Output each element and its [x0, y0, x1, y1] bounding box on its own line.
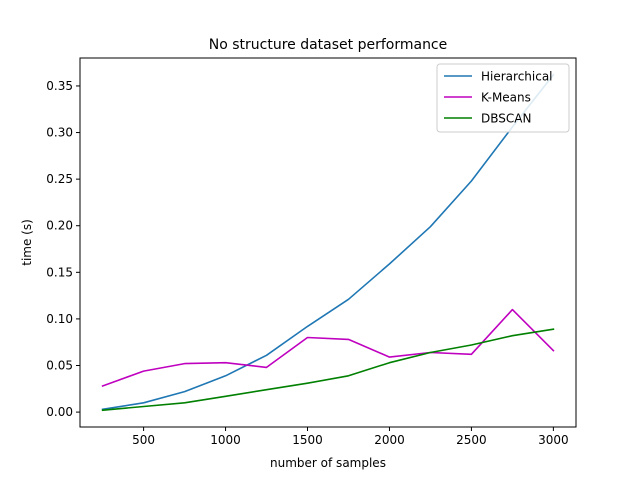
legend-items: Hierarchical K-Means DBSCAN [444, 70, 553, 126]
legend-label-dbscan: DBSCAN [481, 112, 531, 126]
legend-label-hierarchical: Hierarchical [481, 70, 553, 84]
x-tick-label: 2000 [374, 433, 405, 447]
y-tick-label: 0.10 [46, 312, 73, 326]
y-tick-label: 0.25 [46, 172, 73, 186]
chart-title: No structure dataset performance [209, 37, 448, 53]
y-tick-label: 0.15 [46, 265, 73, 279]
y-tick-label: 0.35 [46, 79, 73, 93]
legend-label-k-means: K-Means [481, 91, 531, 105]
legend: Hierarchical K-Means DBSCAN [436, 63, 570, 133]
legend-box [436, 63, 570, 133]
x-tick-label: 3000 [538, 433, 569, 447]
series-line-hierarchical [101, 73, 555, 411]
x-axis-label: number of samples [270, 456, 386, 470]
x-tick-label: 1000 [210, 433, 241, 447]
y-tick-label: 0.00 [46, 405, 73, 419]
series-line-dbscan [101, 328, 555, 412]
x-tick-label: 1500 [292, 433, 323, 447]
series-layer [101, 73, 555, 412]
y-tick-label: 0.20 [46, 219, 73, 233]
y-axis-ticks: 0.00 0.05 0.10 0.15 0.20 0.25 0.30 0.35 [46, 79, 80, 419]
y-axis-label: time (s) [20, 219, 34, 266]
x-axis-ticks: 500 1000 1500 2000 2500 3000 [132, 427, 569, 447]
series-line-k-means [101, 308, 555, 388]
x-tick-label: 2500 [456, 433, 487, 447]
y-tick-label: 0.05 [46, 359, 73, 373]
y-tick-label: 0.30 [46, 126, 73, 140]
x-tick-label: 500 [132, 433, 155, 447]
plot-frame [79, 57, 577, 428]
